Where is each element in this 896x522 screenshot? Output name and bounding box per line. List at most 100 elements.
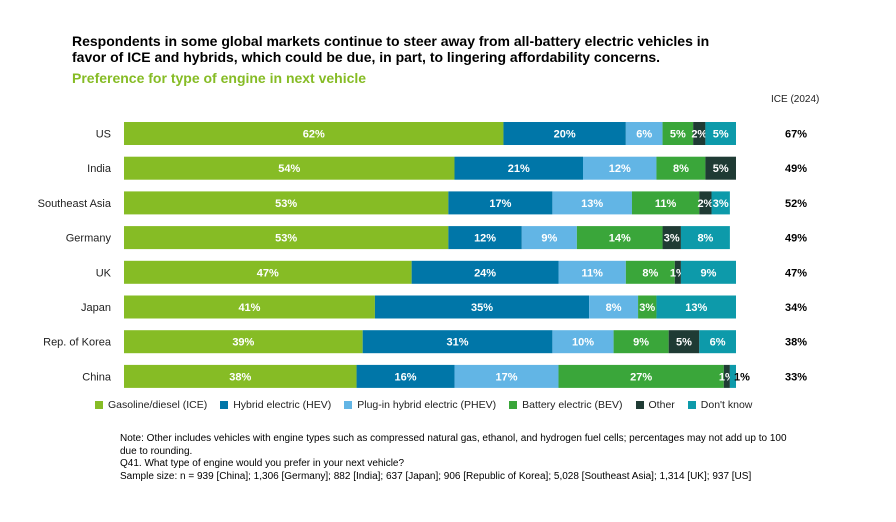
bar-segment — [448, 226, 522, 250]
data-label: 8% — [642, 267, 658, 279]
ice-2024-value: 52% — [785, 198, 807, 210]
legend-label: Other — [648, 399, 675, 411]
legend-label: Plug-in hybrid electric (PHEV) — [357, 399, 497, 411]
bar-segment — [662, 226, 681, 250]
ice-2024-value: 67% — [785, 129, 807, 141]
data-label: 54% — [278, 163, 300, 175]
data-label: 31% — [447, 337, 469, 349]
legend-swatch — [635, 401, 644, 409]
data-label: 8% — [606, 302, 622, 314]
category-label: Southeast Asia — [38, 198, 112, 210]
note-text: Note: Other includes vehicles with engin… — [120, 433, 787, 457]
data-label: 3% — [664, 233, 680, 245]
category-label: India — [87, 163, 112, 175]
legend-swatch — [220, 401, 229, 409]
bar-segment — [454, 156, 583, 180]
bar-segment — [699, 191, 712, 215]
bar-segment — [625, 260, 675, 284]
category-label: Germany — [66, 233, 112, 245]
data-label: 9% — [541, 233, 557, 245]
category-label: UK — [96, 267, 112, 279]
bar-segment — [558, 260, 626, 284]
bar-segment — [668, 330, 700, 354]
bar-segment — [454, 364, 559, 388]
bar-segment — [124, 122, 504, 145]
legend-item-dont-know: Don't know — [687, 399, 753, 411]
bar-segment — [625, 122, 663, 145]
data-label: 11% — [581, 267, 603, 279]
data-label: 2% — [691, 129, 707, 141]
data-label: 11% — [655, 198, 677, 210]
data-label: 13% — [581, 198, 603, 210]
bar-segment — [631, 191, 700, 215]
data-label: 9% — [633, 337, 649, 349]
bar-segment — [613, 330, 669, 354]
data-label: 5% — [676, 337, 692, 349]
legend-label: Don't know — [700, 399, 753, 411]
data-label: 17% — [495, 371, 517, 383]
legend-swatch — [344, 401, 353, 409]
data-label: 39% — [232, 337, 254, 349]
bar-segment — [124, 260, 412, 284]
sample-size-text: Sample size: n = 939 [China]; 1,306 [Ger… — [120, 470, 752, 482]
data-label: 12% — [474, 233, 496, 245]
legend-item-other: Other — [635, 399, 675, 411]
chart-title: Respondents in some global markets conti… — [72, 33, 710, 65]
data-label: 35% — [471, 302, 493, 314]
data-label: 10% — [572, 337, 594, 349]
bar-segment — [124, 156, 455, 180]
category-label: China — [82, 371, 112, 383]
bar-segment — [656, 156, 706, 180]
bar-segment — [124, 330, 363, 354]
legend-swatch — [687, 401, 696, 409]
legend-item-hev: Hybrid electric (HEV) — [220, 399, 331, 411]
bar-segment — [124, 364, 357, 388]
ice-2024-value: 38% — [785, 337, 807, 349]
legend-item-bev: Battery electric (BEV) — [509, 399, 623, 411]
category-label: Rep. of Korea — [43, 337, 112, 349]
bar-segment — [583, 156, 657, 180]
chart-notes: Note: Other includes vehicles with engin… — [120, 433, 800, 483]
ice-2024-value: 34% — [785, 302, 807, 314]
data-label: 5% — [713, 129, 729, 141]
bar-segment — [723, 364, 730, 388]
data-label: 47% — [257, 267, 279, 279]
data-label: 3% — [713, 198, 729, 210]
data-label: 1% — [734, 371, 750, 383]
bar-segment — [521, 226, 577, 250]
ice-2024-value: 33% — [785, 371, 807, 383]
data-label: 14% — [609, 233, 631, 245]
ice-2024-header: ICE (2024) — [771, 94, 820, 105]
legend-label: Gasoline/diesel (ICE) — [108, 399, 208, 411]
data-label: 41% — [238, 302, 260, 314]
bar-segment — [356, 364, 455, 388]
data-label: 24% — [474, 267, 496, 279]
data-label: 9% — [701, 267, 717, 279]
data-label: 2% — [697, 198, 713, 210]
data-label: 13% — [685, 302, 707, 314]
bar-segment — [705, 122, 736, 145]
bar-segment — [693, 122, 706, 145]
ice-2024-value: 47% — [785, 267, 807, 279]
bar-segment — [638, 295, 657, 319]
bar-segment — [124, 191, 449, 215]
bar-segment — [589, 295, 639, 319]
data-label: 17% — [489, 198, 511, 210]
bar-segment — [680, 260, 736, 284]
data-label: 53% — [275, 198, 297, 210]
bar-segment — [662, 122, 694, 145]
category-label: Japan — [81, 302, 111, 314]
legend-item-phev: Plug-in hybrid electric (PHEV) — [344, 399, 496, 411]
data-label: 27% — [630, 371, 652, 383]
bar-segment — [705, 156, 736, 180]
bar-segment — [124, 226, 449, 250]
legend-swatch — [509, 401, 518, 409]
bar-segment — [124, 295, 375, 319]
legend-label: Battery electric (BEV) — [522, 399, 623, 411]
bar-segment — [699, 330, 736, 354]
stacked-bar-chart: US 62% 20% 6% 5% 2% 5% 67% India 54% 21% 12% 8% 5% 49%… — [38, 122, 807, 388]
legend-item-ice: Gasoline/diesel (ICE) — [95, 399, 207, 411]
ice-2024-value: 49% — [785, 163, 807, 175]
data-label: 62% — [303, 129, 325, 141]
legend-label: Hybrid electric (HEV) — [233, 399, 332, 411]
